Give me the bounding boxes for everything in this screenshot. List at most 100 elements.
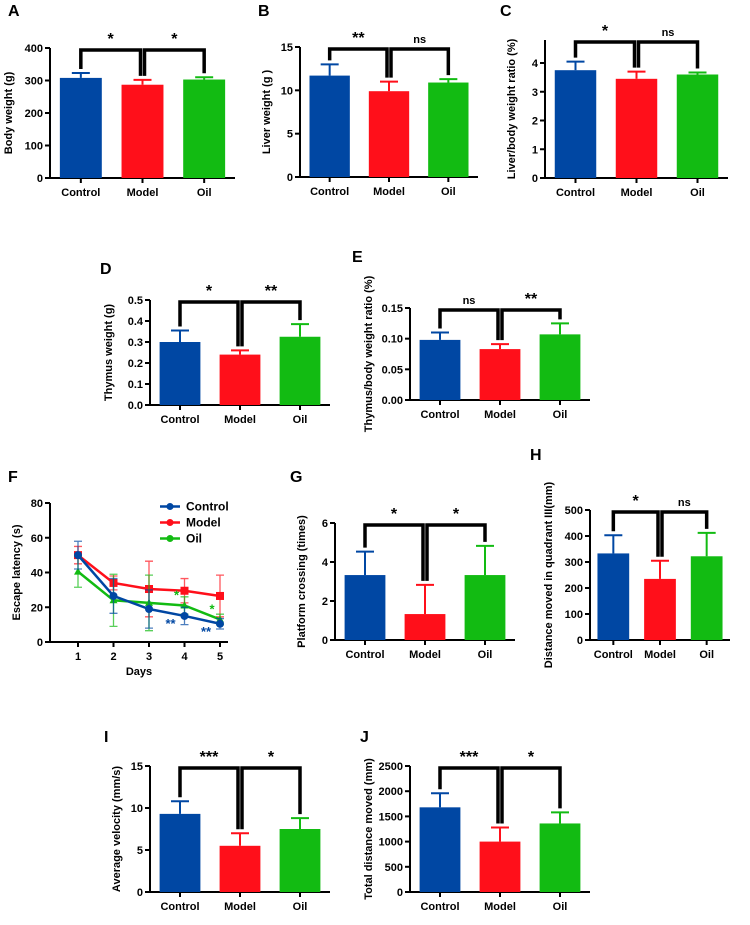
y-tick-label: 0: [37, 637, 43, 649]
bar-oil: [464, 575, 506, 640]
legend-marker: [166, 534, 174, 542]
x-tick-label: Oil: [690, 187, 705, 199]
y-tick-label: 40: [31, 568, 43, 580]
bar-model: [219, 845, 261, 892]
significance-label: *: [171, 31, 178, 48]
y-tick-label: 1: [532, 144, 538, 156]
significance-label: *: [108, 31, 115, 48]
significance-label: *: [391, 506, 398, 523]
significance-bracket: [327, 47, 389, 78]
significance-label: **: [525, 291, 538, 308]
y-tick-label: 0.05: [382, 364, 403, 376]
y-tick-label: 0.00: [382, 395, 403, 407]
bar-control: [309, 75, 350, 177]
significance-label: **: [201, 624, 212, 639]
bar-model: [644, 578, 676, 640]
y-tick-label: 100: [25, 141, 43, 153]
significance-bracket: [178, 766, 240, 830]
y-tick-label: 0: [287, 172, 293, 184]
y-tick-label: 15: [281, 42, 293, 54]
x-tick-label: 5: [217, 651, 223, 663]
y-tick-label: 0.0: [128, 400, 143, 412]
panel-I: I 0 5 10 15 Average velocity (mm/s) Control Mod…: [104, 729, 330, 913]
bar-control: [554, 70, 597, 178]
significance-label: *: [206, 283, 213, 300]
y-tick-label: 2500: [379, 761, 403, 773]
x-tick-label: Oil: [553, 409, 568, 421]
y-tick-label: 0: [397, 887, 403, 899]
y-axis-label: Liver weight (g ): [261, 69, 273, 154]
bar-oil: [428, 82, 469, 177]
y-tick-label: 0: [532, 173, 538, 185]
significance-bracket: [500, 308, 562, 341]
panel-J: J 0 500 1000 1500 2000 2500 Total distance move…: [360, 729, 590, 913]
bar-oil: [676, 74, 719, 178]
x-tick-label: 2: [110, 651, 116, 663]
y-tick-label: 0.4: [128, 316, 144, 328]
significance-label: **: [265, 283, 278, 300]
x-tick-label: Model: [644, 649, 676, 661]
x-tick-label: Control: [420, 901, 459, 913]
significance-bracket: [389, 47, 451, 78]
y-axis-label: Platform crossing (times): [296, 515, 308, 648]
legend-item-oil: Oil: [160, 531, 202, 545]
y-tick-label: 0: [137, 887, 143, 899]
bar-model: [404, 614, 446, 640]
x-axis-label: Days: [126, 666, 152, 678]
panel-E: E 0.00 0.05 0.10 0.15 Thymus/body weight rati…: [352, 249, 590, 432]
y-tick-label: 0.10: [382, 334, 403, 346]
legend-marker: [166, 518, 174, 526]
x-tick-label: Control: [160, 414, 199, 426]
x-tick-label: Oil: [293, 901, 308, 913]
significance-label: **: [352, 30, 365, 47]
y-tick-label: 1000: [379, 837, 403, 849]
data-point: [180, 611, 189, 620]
significance-label: *: [633, 493, 640, 510]
y-tick-label: 4: [322, 557, 329, 569]
panel-B: B 0 5 10 15 Liver weight (g ) Control Model Oil *…: [258, 3, 478, 198]
bar-control: [159, 342, 201, 405]
significance-bracket: [573, 40, 637, 68]
x-tick-label: Control: [310, 186, 349, 198]
bar-control: [419, 807, 461, 892]
significance-bracket: [500, 766, 562, 824]
data-point: [145, 604, 153, 613]
y-axis-label: Body weight (g): [3, 71, 15, 154]
panel-letter: I: [104, 729, 108, 746]
significance-label: *: [174, 588, 180, 603]
panel-letter: J: [360, 729, 369, 746]
y-tick-label: 0: [37, 173, 43, 185]
y-tick-label: 300: [565, 557, 583, 569]
x-tick-label: Oil: [293, 414, 308, 426]
bar-model: [368, 91, 410, 177]
x-tick-label: 1: [75, 651, 81, 663]
x-tick-label: Model: [484, 409, 516, 421]
significance-label: ***: [200, 749, 219, 766]
bar-oil: [183, 79, 226, 178]
significance-label: *: [602, 23, 609, 40]
panel-G: G 0 2 4 6 Platform crossing (times) Control Mod…: [290, 469, 515, 661]
panel-letter: H: [530, 447, 542, 464]
y-tick-label: 10: [131, 803, 143, 815]
bar-model: [479, 349, 521, 400]
y-tick-label: 0.5: [128, 295, 143, 307]
significance-label: *: [268, 749, 275, 766]
y-tick-label: 80: [31, 498, 43, 510]
y-axis-label: Liver/body weight ratio (%): [506, 38, 518, 179]
significance-bracket: [611, 510, 660, 557]
x-tick-label: Oil: [699, 649, 714, 661]
significance-bracket: [178, 300, 240, 347]
legend-item-control: Control: [160, 499, 229, 513]
y-tick-label: 10: [281, 85, 293, 97]
y-axis-label: Thymus/body weight ratio (%): [363, 275, 375, 432]
y-tick-label: 5: [287, 129, 293, 141]
panel-A: A 0 100 200 300 400 Body weight (g) Control Mode…: [3, 3, 235, 199]
y-tick-label: 400: [25, 43, 43, 55]
y-tick-label: 2: [322, 596, 328, 608]
panel-letter: B: [258, 3, 270, 20]
panel-letter: D: [100, 261, 112, 278]
significance-label: *: [528, 749, 535, 766]
bar-model: [121, 84, 164, 178]
